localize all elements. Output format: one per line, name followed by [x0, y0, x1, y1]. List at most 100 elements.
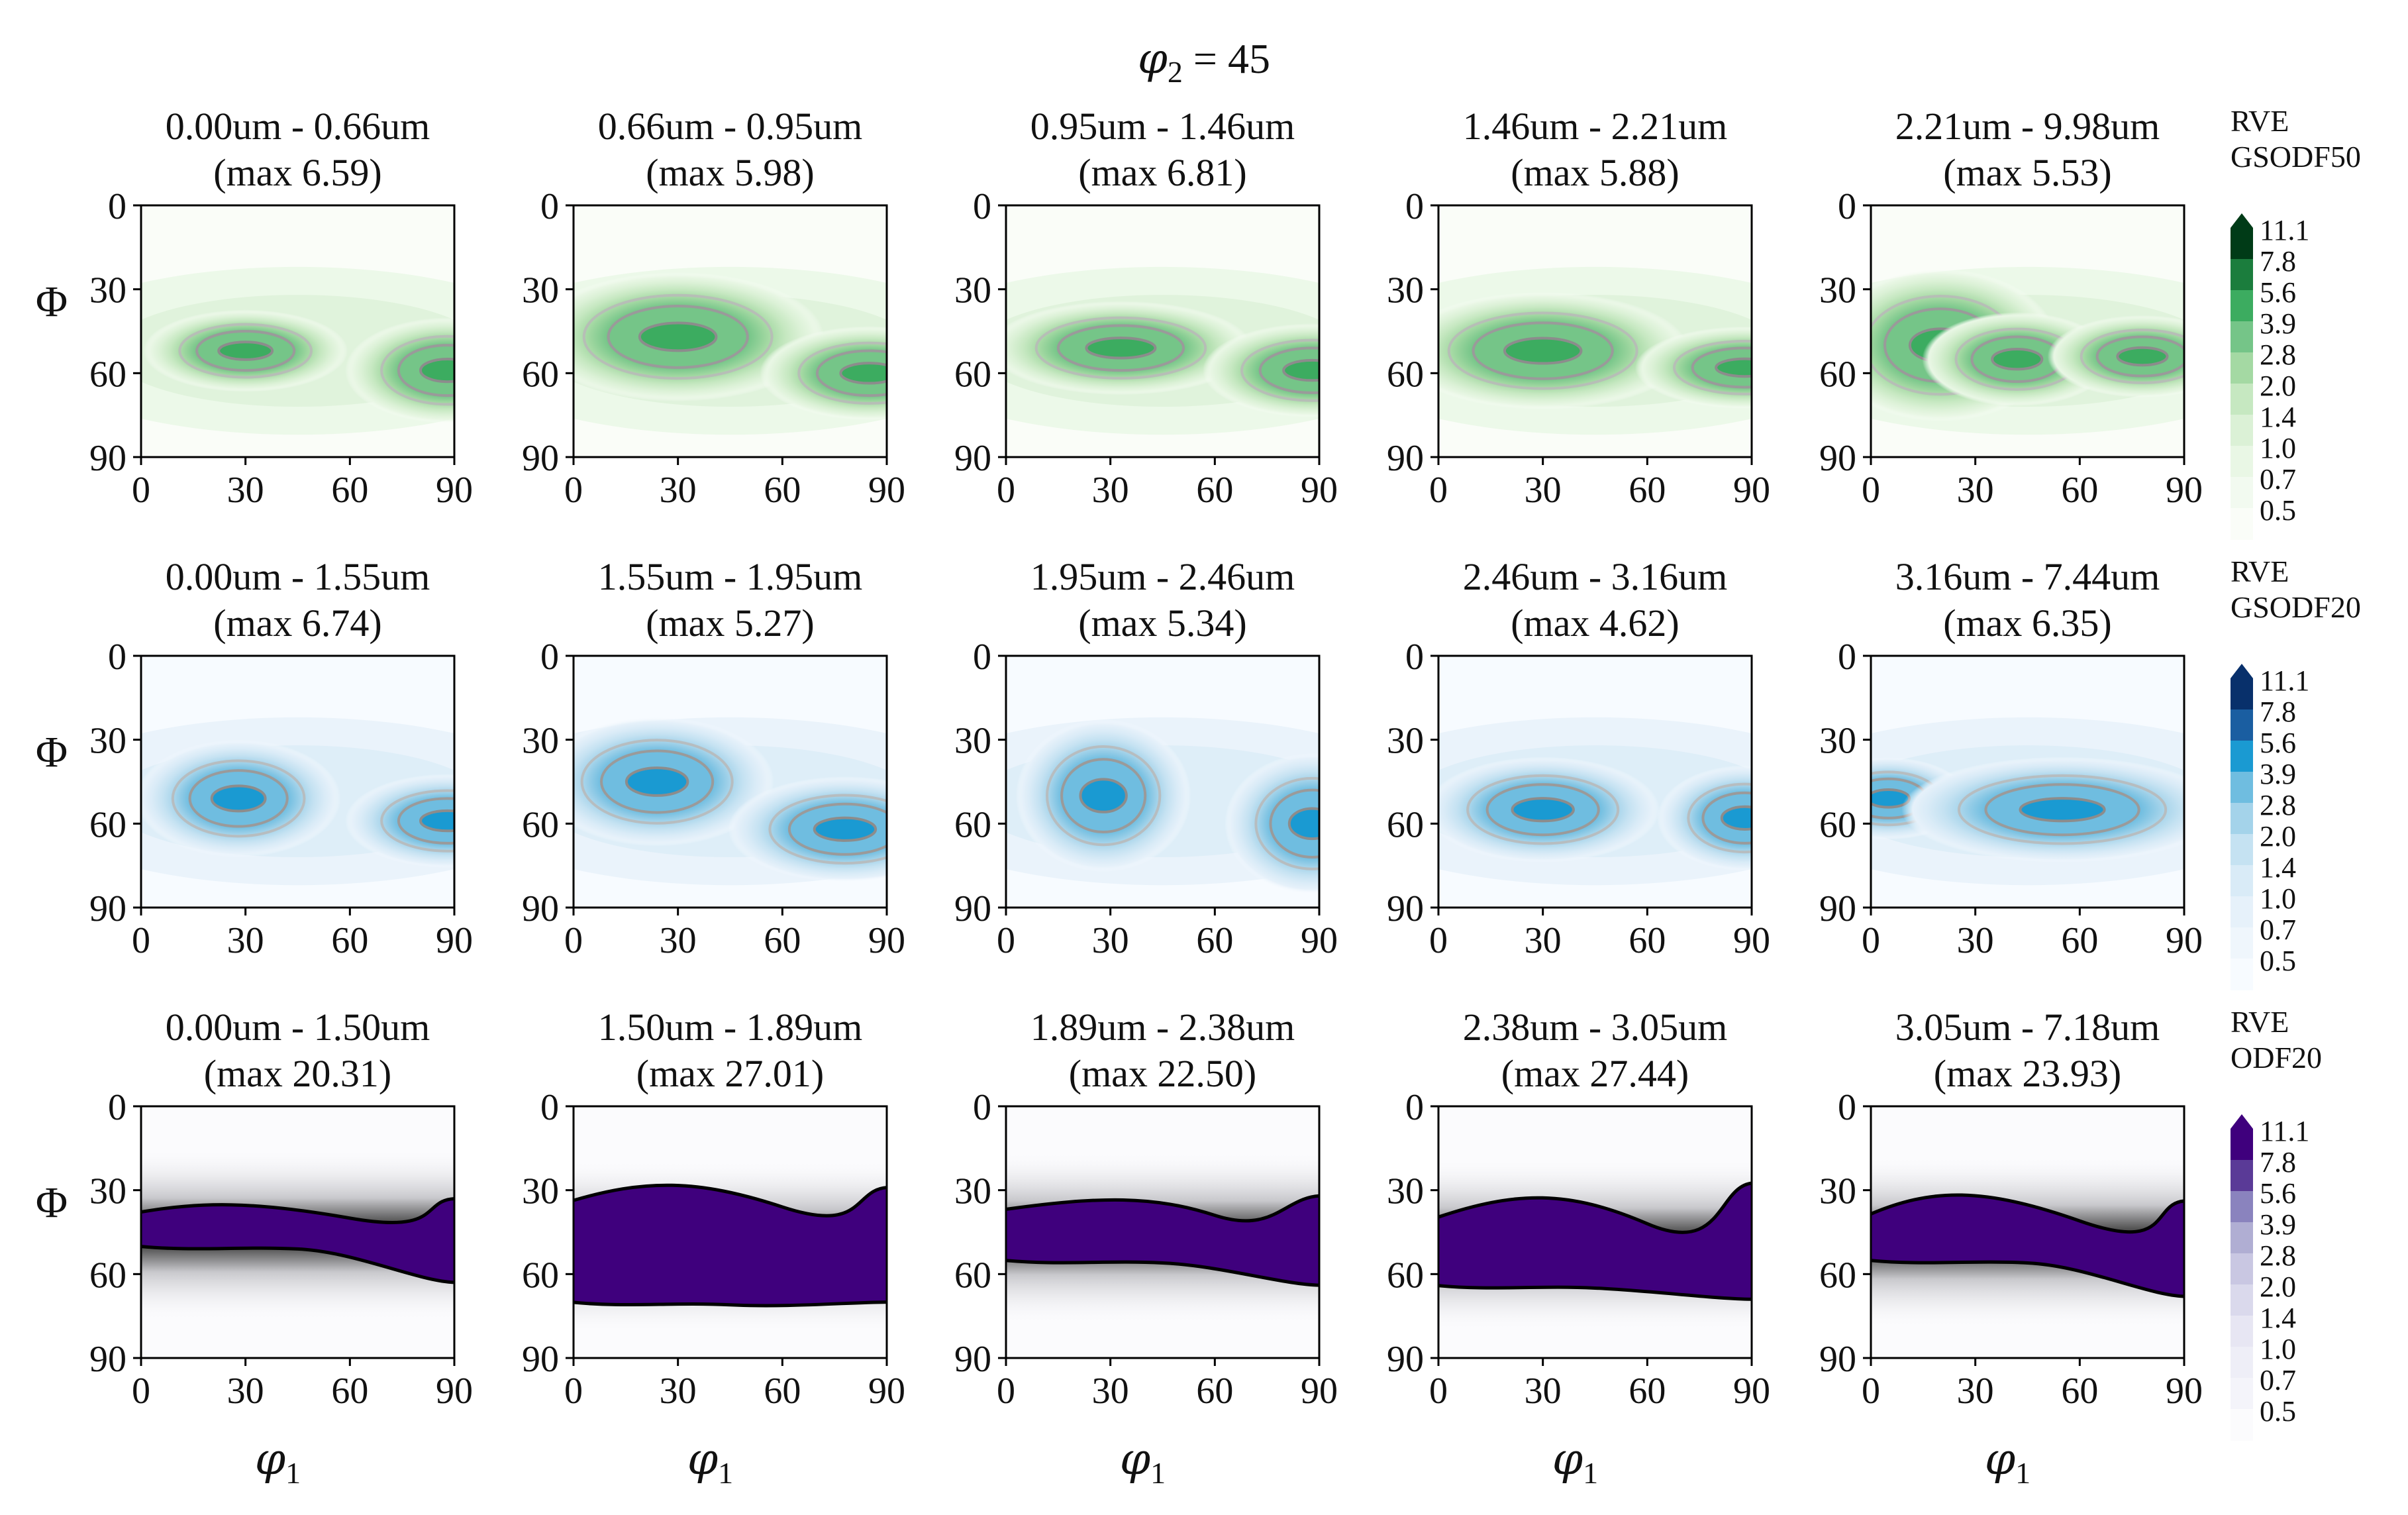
contour-peak — [1287, 807, 1319, 841]
x-tick-label: 90 — [868, 920, 905, 961]
colorbar-swatch — [2231, 927, 2253, 959]
colorbar-level: 1.0 — [2260, 432, 2296, 464]
colorbar-swatch — [2231, 1129, 2253, 1161]
panel-max: (max 22.50) — [1069, 1052, 1257, 1095]
plot-area — [1871, 656, 2184, 908]
colorbar-swatch — [2231, 1378, 2253, 1410]
x-tick-label: 30 — [227, 470, 264, 511]
y-tick-label: 0 — [540, 1087, 559, 1128]
plot-area — [1006, 205, 1319, 457]
panel-max: (max 27.44) — [1501, 1052, 1689, 1095]
colorbar-level: 2.0 — [2260, 820, 2296, 853]
colorbar-level: 7.8 — [2260, 245, 2296, 278]
y-tick-label: 90 — [522, 888, 559, 929]
panel-max: (max 5.88) — [1511, 151, 1680, 194]
y-tick-label: 60 — [89, 804, 126, 845]
plot-area — [1871, 205, 2184, 457]
y-tick-label: 0 — [540, 637, 559, 678]
colorbar-swatch — [2231, 678, 2253, 710]
colorbar-level: 2.0 — [2260, 370, 2296, 402]
y-tick-label: 0 — [1405, 186, 1424, 227]
y-tick-label: 30 — [522, 721, 559, 762]
x-tick-label: 0 — [1862, 470, 1880, 511]
y-tick-label: 60 — [1819, 354, 1856, 395]
panel-range: 0.00um - 0.66um — [166, 105, 430, 148]
contour-core — [1438, 1181, 1752, 1301]
contour-peak — [1991, 348, 2044, 371]
contour-peak — [210, 784, 267, 813]
row-purples: 0.00um - 1.50um(max 20.31)0 30 60 900306090… — [36, 1005, 2322, 1490]
contour-line — [1466, 774, 1620, 845]
x-axis-label: φ1 — [1552, 1434, 1598, 1490]
plot-frame — [1437, 204, 1753, 458]
contour-line — [1254, 776, 1319, 870]
plot-area — [1006, 1106, 1319, 1358]
panel-range: 2.21um - 9.98um — [1895, 105, 2160, 148]
colorbar-level: 0.7 — [2260, 914, 2296, 946]
title-rest: = 45 — [1183, 35, 1270, 82]
x-tick-label: 90 — [1301, 920, 1338, 961]
colorbar-extend-arrow — [2231, 1114, 2253, 1129]
colorbar-title: RVE — [2231, 104, 2289, 138]
x-tick-label: 30 — [1957, 470, 1994, 511]
y-tick-label: 30 — [1387, 270, 1424, 311]
colorbar-swatch — [2231, 508, 2253, 540]
plot-frame — [1870, 204, 2185, 458]
y-tick-label: 90 — [522, 438, 559, 479]
y-tick-label: 90 — [1819, 888, 1856, 929]
y-tick-label: 30 — [522, 270, 559, 311]
y-tick-label: 90 — [89, 888, 126, 929]
colorbar-swatch — [2231, 477, 2253, 509]
colorbar-level: 0.7 — [2260, 463, 2296, 496]
colorbar-level: 1.4 — [2260, 401, 2296, 433]
contour-peak — [1079, 778, 1128, 813]
x-tick-label: 0 — [132, 1371, 150, 1412]
colorbar-title: RVE — [2231, 554, 2289, 588]
colorbar-swatch — [2231, 1191, 2253, 1223]
plot-area — [1871, 1106, 2184, 1358]
x-tick-label: 60 — [764, 470, 801, 511]
colorbar-level: 0.5 — [2260, 945, 2296, 977]
x-tick-label: 90 — [436, 920, 473, 961]
contour-peak — [2019, 797, 2106, 823]
panel-max: (max 5.53) — [1943, 151, 2112, 194]
plot-frame — [572, 204, 888, 458]
y-tick-label: 60 — [89, 354, 126, 395]
colorbar-swatch — [2231, 1409, 2253, 1441]
x-tick-label: 0 — [1429, 470, 1448, 511]
y-tick-label: 60 — [89, 1255, 126, 1296]
x-tick-label: 60 — [1196, 1371, 1233, 1412]
panel-max: (max 6.35) — [1943, 601, 2112, 645]
x-tick-label: 30 — [227, 920, 264, 961]
colorbar-level: 5.6 — [2260, 276, 2296, 309]
plot-frame — [1437, 1105, 1753, 1359]
y-tick-label: 60 — [1387, 804, 1424, 845]
colorbar-subtitle: ODF20 — [2231, 1041, 2322, 1074]
contour-peak — [625, 766, 689, 797]
colorbar-extend-arrow — [2231, 664, 2253, 678]
x-axis-symbol: φ — [1120, 1434, 1150, 1485]
y-tick-label: 0 — [108, 1087, 126, 1128]
plot-area — [141, 656, 454, 908]
colorbar-level: 1.4 — [2260, 851, 2296, 884]
title-symbol: φ — [1138, 34, 1168, 83]
row-greens: 0.00um - 0.66um(max 6.59)0 30 60 900306090Φ… — [36, 104, 2361, 540]
x-axis-symbol: φ — [687, 1434, 718, 1485]
colorbar-level: 7.8 — [2260, 696, 2296, 728]
contour-peak — [419, 809, 454, 833]
y-tick-label: 0 — [973, 186, 991, 227]
contour-core — [1006, 1194, 1319, 1287]
colorbar-swatch — [2231, 228, 2253, 260]
colorbar-subtitle: GSODF50 — [2231, 140, 2361, 174]
x-tick-label: 30 — [1525, 920, 1562, 961]
colorbar-swatch — [2231, 1222, 2253, 1254]
x-axis-subscript: 1 — [718, 1456, 733, 1490]
colorbar-level: 11.1 — [2260, 214, 2309, 246]
contour-peak — [1715, 357, 1752, 378]
x-tick-label: 30 — [1957, 1371, 1994, 1412]
colorbar-swatch — [2231, 772, 2253, 804]
colorbar-subtitle: GSODF20 — [2231, 590, 2361, 624]
